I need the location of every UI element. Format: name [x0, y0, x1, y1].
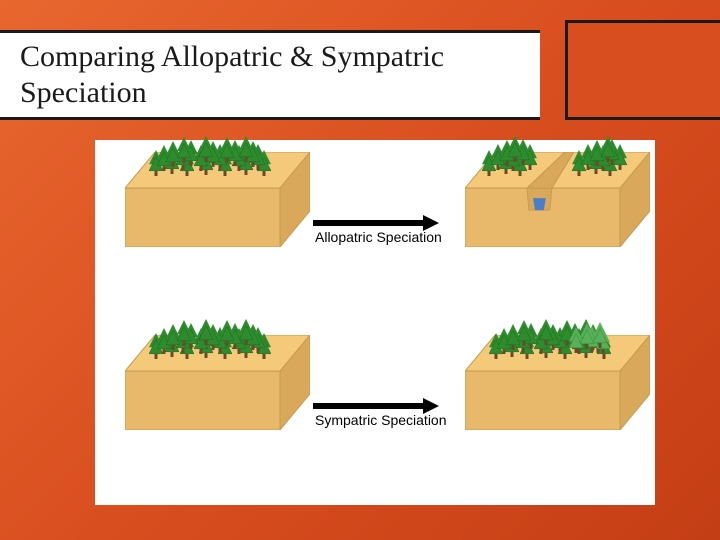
terrain-block-bot-right	[465, 335, 650, 430]
page-title: Comparing Allopatric & Sympatric Speciat…	[20, 39, 520, 111]
terrain-block-bot-left	[125, 335, 310, 430]
tree-icon	[239, 136, 253, 167]
tree-icon	[239, 319, 253, 350]
tree-icon	[601, 136, 615, 167]
tree-icon	[539, 319, 553, 350]
speciation-label: Sympatric Speciation	[315, 412, 447, 428]
tree-icon	[220, 137, 234, 168]
tree-icon	[593, 322, 607, 353]
accent-box	[565, 20, 720, 120]
tree-icon	[199, 319, 213, 350]
tree-icon	[199, 136, 213, 167]
tree-icon	[177, 137, 191, 168]
tree-icon	[517, 320, 531, 351]
tree-icon	[177, 320, 191, 351]
tree-icon	[508, 136, 522, 167]
speciation-label: Allopatric Speciation	[315, 229, 442, 245]
terrain-block-top-right	[465, 152, 650, 247]
terrain-block-top-left	[125, 152, 310, 247]
title-bar: Comparing Allopatric & Sympatric Speciat…	[0, 30, 540, 120]
diagram-panel: Allopatric Speciation Sympatric Speciatio…	[95, 140, 655, 505]
tree-icon	[220, 320, 234, 351]
